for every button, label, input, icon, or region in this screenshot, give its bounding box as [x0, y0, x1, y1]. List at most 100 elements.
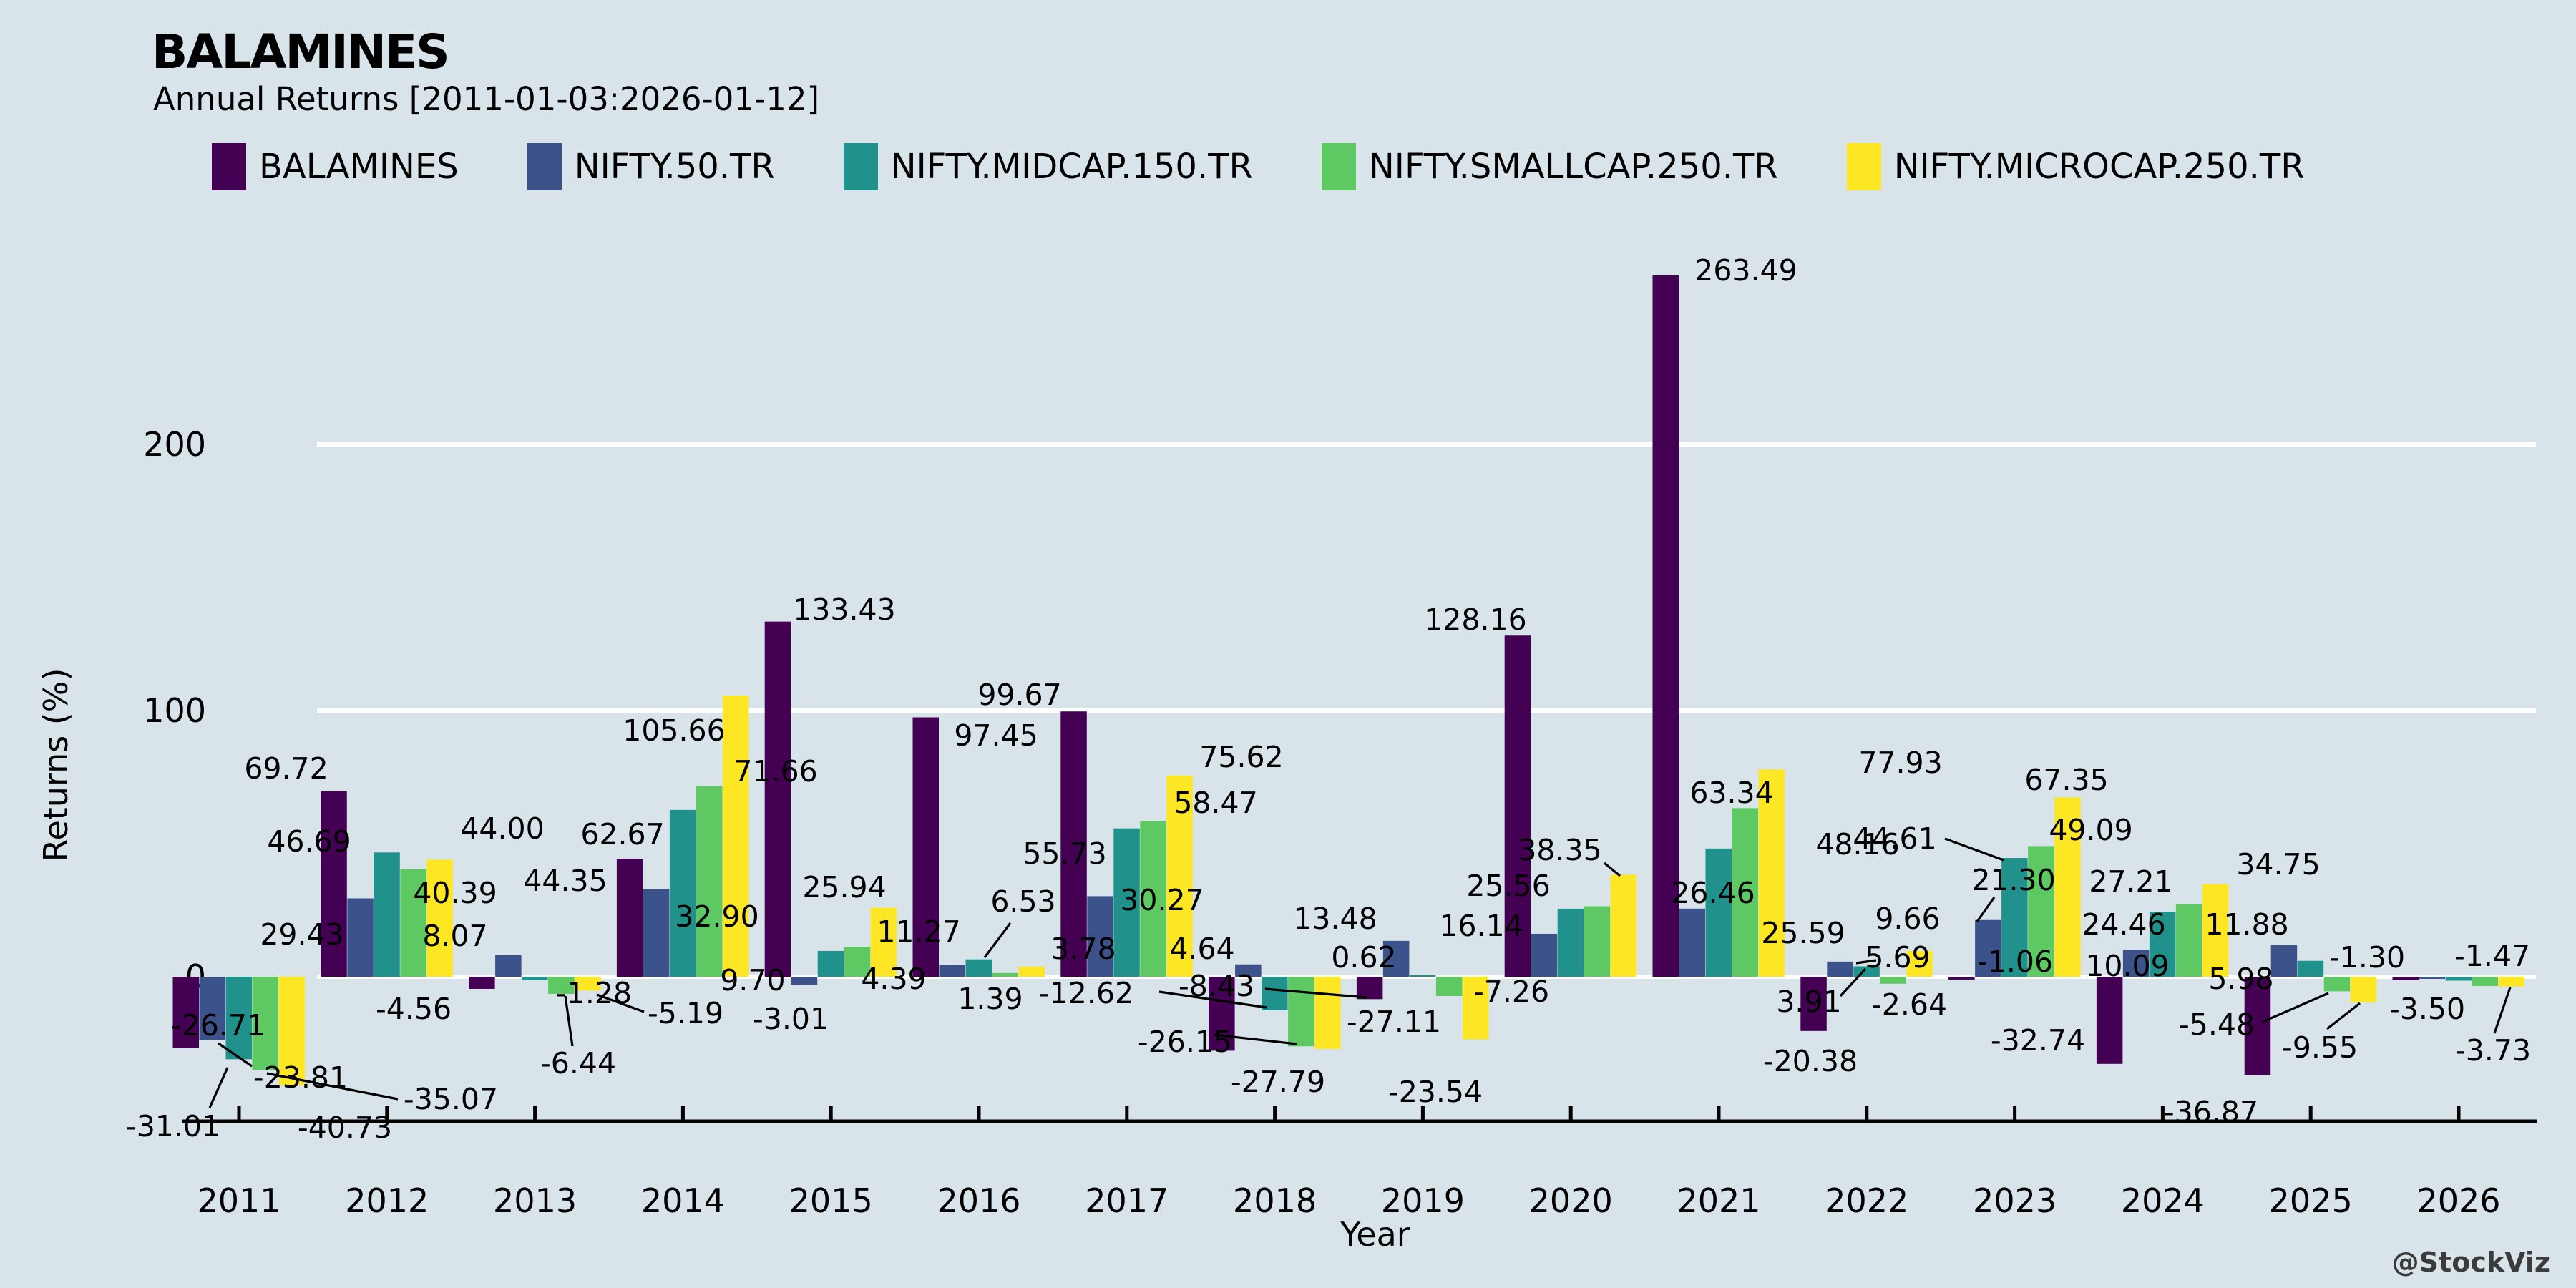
bar-BALAMINES-2011 — [172, 977, 199, 1048]
legend-item-nifty-smallcap-250-tr: NIFTY.SMALLCAP.250.TR — [1321, 143, 1778, 190]
bar-BALAMINES-2024 — [2096, 977, 2123, 1064]
value-label-NIFTY.SMALLCAP.250.TR-2022: -2.64 — [1871, 987, 1947, 1022]
legend-swatch-icon — [843, 143, 878, 190]
bar-NIFTY.50.TR-2017 — [1087, 896, 1113, 977]
bar-NIFTY.MIDCAP.150.TR-2014 — [669, 809, 696, 977]
legend-label: BALAMINES — [259, 147, 459, 187]
bar-BALAMINES-2016 — [912, 717, 939, 977]
bar-NIFTY.MIDCAP.150.TR-2026 — [2445, 977, 2472, 981]
bar-NIFTY.SMALLCAP.250.TR-2020 — [1584, 906, 1611, 977]
label-leader-line — [2326, 1002, 2361, 1030]
x-tick-label-2021: 2021 — [1677, 1181, 1760, 1220]
value-label-NIFTY.SMALLCAP.250.TR-2015: 11.27 — [877, 914, 960, 949]
bar-NIFTY.MIDCAP.150.TR-2015 — [817, 950, 844, 977]
bar-BALAMINES-2020 — [1504, 635, 1531, 977]
value-label-NIFTY.SMALLCAP.250.TR-2026: -3.50 — [2389, 992, 2465, 1026]
y-tick-label-200: 200 — [143, 425, 206, 464]
watermark: @StockViz — [2391, 1246, 2550, 1278]
value-label-NIFTY.50.TR-2020: 16.14 — [1439, 909, 1523, 943]
value-label-NIFTY.MICROCAP.250.TR-2017: 75.62 — [1199, 740, 1283, 774]
bar-NIFTY.MICROCAP.250.TR-2025 — [2350, 977, 2377, 1002]
value-label-NIFTY.50.TR-2012: 29.43 — [260, 917, 343, 952]
bar-NIFTY.SMALLCAP.250.TR-2013 — [548, 977, 575, 994]
bar-NIFTY.MICROCAP.250.TR-2026 — [2498, 977, 2524, 987]
bar-NIFTY.SMALLCAP.250.TR-2023 — [2028, 846, 2054, 977]
legend-label: NIFTY.50.TR — [574, 147, 775, 187]
bar-NIFTY.50.TR-2013 — [495, 955, 522, 977]
value-label-NIFTY.SMALLCAP.250.TR-2018: -26.15 — [1138, 1025, 1232, 1059]
bar-NIFTY.MICROCAP.250.TR-2022 — [1906, 951, 1933, 977]
bar-NIFTY.SMALLCAP.250.TR-2025 — [2323, 977, 2351, 992]
value-label-NIFTY.MICROCAP.250.TR-2020: 38.35 — [1518, 833, 1601, 867]
legend-swatch-icon — [212, 143, 246, 190]
value-label-NIFTY.MICROCAP.250.TR-2014: 105.66 — [623, 713, 725, 748]
value-label-NIFTY.MIDCAP.150.TR-2017: 55.73 — [1023, 836, 1106, 871]
bar-NIFTY.SMALLCAP.250.TR-2011 — [252, 977, 278, 1070]
label-leader-line — [2493, 987, 2512, 1034]
value-label-NIFTY.50.TR-2015: -3.01 — [753, 1002, 829, 1036]
bar-BALAMINES-2026 — [2392, 977, 2419, 980]
bar-NIFTY.MIDCAP.150.TR-2023 — [2001, 858, 2028, 977]
x-tick-label-2015: 2015 — [789, 1181, 873, 1220]
label-leader-line — [983, 922, 1012, 958]
x-tick-label-2020: 2020 — [1529, 1181, 1613, 1220]
bar-BALAMINES-2023 — [1948, 977, 1975, 980]
bar-NIFTY.50.TR-2022 — [1827, 961, 1853, 977]
x-tick-label-2018: 2018 — [1233, 1181, 1317, 1220]
bar-NIFTY.50.TR-2011 — [199, 977, 225, 1040]
value-label-NIFTY.MICROCAP.250.TR-2023: 67.35 — [2024, 763, 2108, 797]
bar-BALAMINES-2021 — [1652, 275, 1679, 977]
value-label-BALAMINES-2024: -32.74 — [1991, 1023, 2085, 1058]
x-tick-label-2012: 2012 — [345, 1181, 429, 1220]
label-leader-line — [2262, 992, 2329, 1023]
value-label-BALAMINES-2017: 99.67 — [977, 678, 1061, 712]
value-label-NIFTY.MIDCAP.150.TR-2016: 6.53 — [990, 884, 1055, 919]
bar-NIFTY.SMALLCAP.250.TR-2019 — [1435, 977, 1463, 997]
value-label-NIFTY.MIDCAP.150.TR-2018: -12.62 — [1039, 976, 1133, 1010]
value-label-NIFTY.SMALLCAP.250.TR-2021: 63.34 — [1689, 776, 1773, 810]
value-label-BALAMINES-2012: 69.72 — [244, 751, 328, 786]
legend-swatch-icon — [527, 143, 562, 190]
bar-NIFTY.SMALLCAP.250.TR-2026 — [2472, 977, 2498, 987]
x-tick-label-2017: 2017 — [1085, 1181, 1169, 1220]
x-tick-label-2025: 2025 — [2269, 1181, 2353, 1220]
x-tick-label-2023: 2023 — [1973, 1181, 2057, 1220]
value-label-NIFTY.SMALLCAP.250.TR-2023: 49.09 — [2049, 813, 2132, 847]
y-tick-label-100: 100 — [143, 691, 206, 730]
bar-NIFTY.50.TR-2019 — [1382, 940, 1410, 977]
bar-BALAMINES-2012 — [321, 791, 347, 977]
label-leader-line — [1839, 967, 1867, 997]
value-label-NIFTY.50.TR-2019: 13.48 — [1293, 902, 1377, 936]
bar-NIFTY.SMALLCAP.250.TR-2015 — [844, 947, 871, 977]
value-label-NIFTY.50.TR-2024: 10.09 — [2085, 949, 2169, 983]
bar-BALAMINES-2014 — [616, 859, 643, 977]
chart-subtitle: Annual Returns [2011-01-03:2026-01-12] — [153, 80, 820, 118]
value-label-NIFTY.SMALLCAP.250.TR-2024: 27.21 — [2089, 864, 2172, 899]
value-label-NIFTY.SMALLCAP.250.TR-2013: -6.44 — [540, 1046, 616, 1080]
value-label-NIFTY.50.TR-2022: 5.69 — [1865, 940, 1930, 975]
label-leader-line — [1944, 837, 2004, 862]
bar-BALAMINES-2017 — [1060, 711, 1087, 977]
bar-NIFTY.MICROCAP.250.TR-2016 — [1018, 966, 1045, 977]
legend-item-nifty-microcap-250-tr: NIFTY.MICROCAP.250.TR — [1846, 143, 2305, 190]
value-label-NIFTY.SMALLCAP.250.TR-2011: -35.07 — [404, 1082, 498, 1116]
x-tick-label-2011: 2011 — [197, 1181, 280, 1220]
value-label-NIFTY.50.TR-2016: 4.39 — [861, 962, 926, 996]
value-label-NIFTY.50.TR-2013: 8.07 — [422, 919, 487, 953]
bar-NIFTY.SMALLCAP.250.TR-2014 — [696, 786, 723, 977]
x-axis-title: Year — [1340, 1215, 1410, 1254]
value-label-BALAMINES-2021: 263.49 — [1694, 253, 1797, 288]
x-tick-label-2022: 2022 — [1825, 1181, 1908, 1220]
legend: BALAMINES NIFTY.50.TR NIFTY.MIDCAP.150.TR N… — [212, 143, 2305, 190]
value-label-NIFTY.50.TR-2011: -23.81 — [253, 1060, 348, 1095]
value-label-BALAMINES-2022: -20.38 — [1763, 1044, 1858, 1078]
bar-NIFTY.MIDCAP.150.TR-2025 — [2297, 960, 2324, 977]
value-label-NIFTY.SMALLCAP.250.TR-2012: 40.39 — [413, 876, 497, 910]
value-label-NIFTY.MICROCAP.250.TR-2012: 44.00 — [460, 811, 544, 846]
x-tick-label-2019: 2019 — [1381, 1181, 1465, 1220]
x-tick-label-2014: 2014 — [641, 1181, 725, 1220]
value-label-NIFTY.MICROCAP.250.TR-2015: 25.94 — [802, 870, 886, 904]
value-label-NIFTY.MICROCAP.250.TR-2016: 3.78 — [1050, 932, 1116, 966]
value-label-BALAMINES-2016: 97.45 — [954, 718, 1038, 753]
